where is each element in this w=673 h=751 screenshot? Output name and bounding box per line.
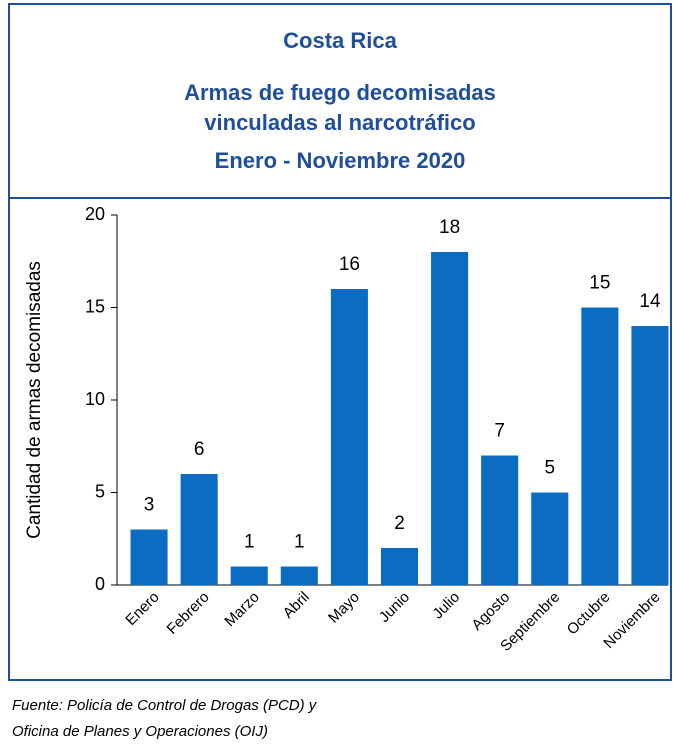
y-tick-label: 15 [85, 296, 105, 316]
bar [431, 252, 469, 585]
data-label: 1 [294, 532, 305, 553]
y-tick-label: 10 [85, 389, 105, 409]
chart-title: Costa Rica [283, 28, 397, 53]
x-tick-label: Octubre [564, 589, 614, 639]
x-tick-label: Febrero [164, 589, 213, 638]
x-tick-label: Abril [280, 589, 313, 622]
bar [130, 529, 168, 585]
data-label: 3 [144, 495, 155, 516]
frame [8, 3, 672, 681]
y-tick-label: 5 [95, 481, 105, 501]
y-tick-label: 20 [85, 204, 105, 224]
bar [631, 326, 669, 585]
x-tick-label: Agosto [468, 589, 513, 634]
x-tick-label: Junio [376, 589, 413, 626]
bar [581, 307, 619, 585]
data-label: 16 [339, 254, 360, 275]
source: Oficina de Planes y Operaciones (OIJ) [12, 723, 268, 740]
bar [180, 474, 218, 585]
data-label: 2 [394, 513, 405, 534]
x-tick-label: Mayo [325, 589, 363, 627]
chart-subtitle: Enero - Noviembre 2020 [215, 148, 466, 173]
data-label: 15 [589, 273, 610, 294]
data-label: 7 [494, 421, 505, 442]
y-tick-label: 0 [95, 574, 105, 594]
bar [230, 566, 268, 585]
bar [481, 455, 519, 585]
data-label: 6 [194, 439, 205, 460]
chart-subtitle: Armas de fuego decomisadas [184, 80, 496, 105]
bar [380, 548, 419, 585]
x-tick-label: Marzo [221, 589, 262, 630]
x-tick-label: Enero [122, 589, 162, 629]
data-label: 14 [639, 291, 661, 312]
bar [531, 492, 569, 585]
y-axis-label: Cantidad de armas decomisadas [24, 261, 45, 539]
data-label: 1 [244, 532, 255, 553]
source: Fuente: Policía de Control de Drogas (PC… [12, 697, 318, 714]
data-label: 5 [544, 458, 555, 479]
data-label: 18 [439, 217, 460, 238]
x-tick-label: Julio [429, 589, 463, 623]
bar [330, 289, 368, 585]
chart-subtitle: vinculadas al narcotráfico [204, 110, 475, 135]
bar [280, 566, 318, 585]
